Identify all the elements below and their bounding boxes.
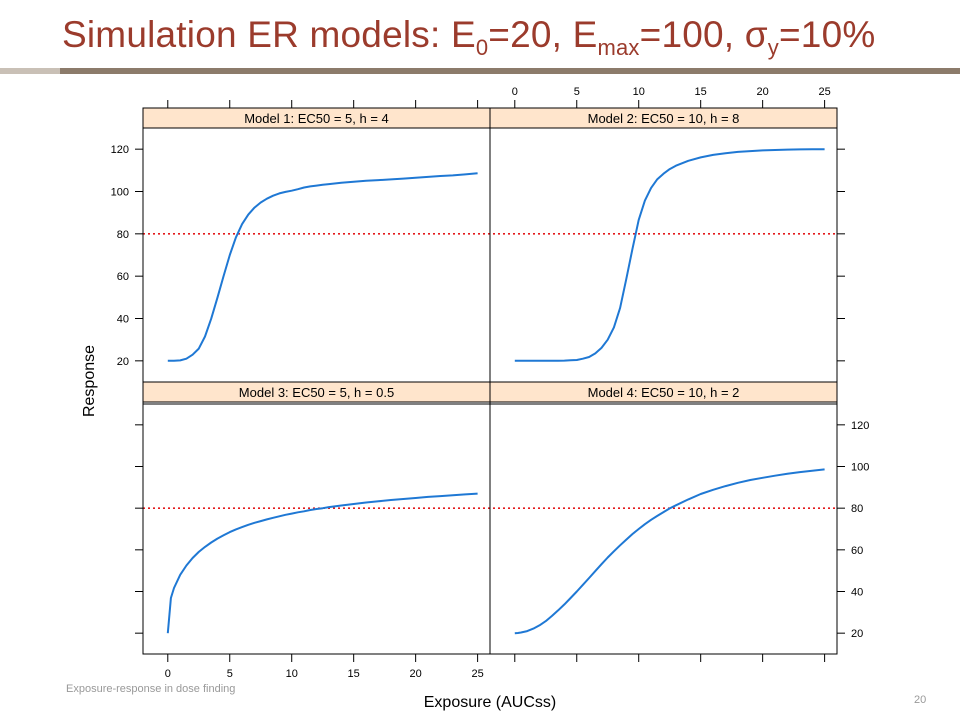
- series-line-model-4: [514, 468, 825, 635]
- y-tick-label-left-80: 80: [117, 229, 129, 241]
- y-tick-label-left-100: 100: [111, 187, 129, 199]
- y-tick-label-right-120: 120: [851, 420, 869, 432]
- x-tick-label-bottom-5: 5: [227, 668, 233, 680]
- footer-text: Exposure-response in dose finding: [66, 683, 236, 695]
- x-tick-label-bottom-20: 20: [410, 668, 422, 680]
- strip-label-3: Model 3: EC50 = 5, h = 0.5: [239, 385, 394, 400]
- x-tick-label-bottom-0: 0: [165, 668, 171, 680]
- page-number: 20: [914, 694, 927, 706]
- x-axis-label: Exposure (AUCss): [424, 694, 556, 711]
- y-tick-label-left-20: 20: [117, 356, 129, 368]
- y-tick-label-right-80: 80: [851, 503, 863, 515]
- x-tick-label-top-15: 15: [695, 86, 707, 98]
- y-tick-label-left-120: 120: [111, 144, 129, 156]
- y-tick-label-right-60: 60: [851, 545, 863, 557]
- x-tick-label-top-0: 0: [512, 86, 518, 98]
- strip-label-4: Model 4: EC50 = 10, h = 2: [588, 385, 740, 400]
- x-tick-label-bottom-10: 10: [286, 668, 298, 680]
- y-tick-label-right-20: 20: [851, 628, 863, 640]
- x-tick-label-top-5: 5: [574, 86, 580, 98]
- series-line-model-3: [166, 492, 478, 634]
- series-line-model-2: [514, 148, 825, 362]
- strip-label-2: Model 2: EC50 = 10, h = 8: [588, 111, 740, 126]
- title-rule: [0, 68, 960, 74]
- x-tick-label-bottom-15: 15: [348, 668, 360, 680]
- y-axis-label: Response: [81, 345, 98, 417]
- x-tick-label-top-20: 20: [757, 86, 769, 98]
- y-tick-label-left-40: 40: [117, 314, 129, 326]
- title-rule-accent: [0, 68, 60, 74]
- x-tick-label-top-10: 10: [633, 86, 645, 98]
- strip-label-1: Model 1: EC50 = 5, h = 4: [244, 111, 389, 126]
- series-line-model-1: [167, 172, 478, 362]
- slide-title: Simulation ER models: E0=20, Emax=100, σ…: [62, 14, 876, 60]
- x-tick-label-bottom-25: 25: [471, 668, 483, 680]
- y-tick-label-right-100: 100: [851, 462, 869, 474]
- x-tick-label-top-25: 25: [818, 86, 830, 98]
- y-tick-label-left-60: 60: [117, 271, 129, 283]
- y-tick-label-right-40: 40: [851, 587, 863, 599]
